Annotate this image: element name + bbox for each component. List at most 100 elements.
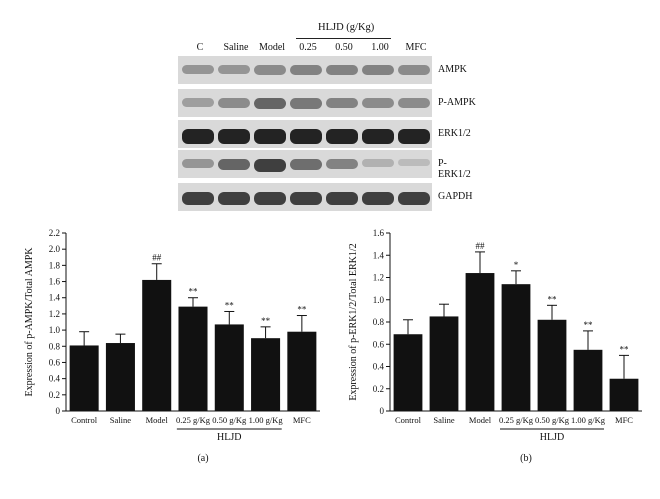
blot-band — [362, 192, 394, 206]
group-label: HLJD — [540, 432, 564, 443]
y-axis-label: Expression of p-AMPK/Total AMPK — [24, 247, 35, 397]
blot-band — [218, 192, 250, 206]
y-tick-label: 0 — [56, 406, 61, 416]
blot-band — [326, 159, 358, 170]
y-tick-label: 1.2 — [373, 273, 384, 283]
blot-row-name: ERK1/2 — [438, 128, 471, 139]
blot-band — [290, 65, 322, 76]
blot-band — [398, 192, 430, 206]
blot-band — [290, 98, 322, 109]
lane-label: 0.50 — [335, 42, 353, 53]
blot-band — [290, 159, 322, 170]
y-tick-label: 1.4 — [373, 250, 385, 260]
blot-band — [218, 98, 250, 108]
x-tick-label: 1.00 g/Kg — [249, 415, 284, 425]
bar — [429, 316, 459, 411]
y-tick-label: 0 — [380, 406, 385, 416]
blot-row — [178, 150, 432, 178]
x-tick-label: 1.00 g/Kg — [571, 415, 606, 425]
blot-row — [178, 89, 432, 117]
bar — [609, 378, 639, 411]
blot-band — [182, 192, 214, 206]
significance-marker: * — [514, 260, 519, 270]
blot-group-label: HLJD (g/Kg) — [318, 22, 375, 33]
significance-marker: ** — [620, 344, 630, 354]
significance-marker: ## — [476, 241, 486, 251]
panel-label: (b) — [520, 453, 532, 464]
x-tick-label: 0.25 g/Kg — [499, 415, 534, 425]
blot-band — [182, 98, 214, 107]
blot-band — [218, 159, 250, 171]
lane-label: C — [196, 42, 204, 53]
x-tick-label: 0.25 g/Kg — [176, 415, 211, 425]
blot-band — [362, 98, 394, 108]
y-tick-label: 0.8 — [373, 317, 385, 327]
bar — [393, 334, 423, 411]
x-tick-label: Saline — [110, 415, 131, 425]
lane-label: Model — [258, 42, 286, 53]
blot-band — [254, 98, 286, 110]
lane-label: MFC — [405, 42, 427, 53]
significance-marker: ** — [225, 300, 235, 310]
bar — [105, 343, 135, 411]
x-tick-label: Control — [395, 415, 422, 425]
bar — [251, 338, 281, 411]
blot-band — [398, 98, 430, 108]
bar — [501, 284, 531, 411]
y-tick-label: 0.6 — [373, 339, 385, 349]
y-tick-label: 1.8 — [49, 260, 61, 270]
blot-band — [398, 159, 430, 167]
group-label: HLJD — [217, 432, 241, 443]
bar — [142, 279, 172, 411]
blot-band — [326, 98, 358, 109]
blot-band — [254, 65, 286, 75]
blot-band — [182, 65, 214, 75]
blot-band — [398, 65, 430, 75]
y-tick-label: 0.4 — [49, 374, 61, 384]
western-blot-panel: C Saline Model 0.25 0.50 1.00 MFC HLJD (g/Kg) … — [178, 0, 478, 211]
blot-band — [362, 65, 394, 76]
blot-band — [326, 65, 358, 76]
blot-band — [326, 192, 358, 206]
y-tick-label: 1.0 — [373, 295, 385, 305]
y-tick-label: 1.6 — [49, 277, 61, 287]
blot-row — [178, 56, 432, 84]
x-tick-label: Model — [469, 415, 492, 425]
y-tick-label: 1.0 — [49, 325, 61, 335]
bar — [573, 349, 603, 411]
blot-band — [362, 159, 394, 167]
y-tick-label: 0.2 — [49, 390, 60, 400]
blot-band — [254, 129, 286, 144]
x-tick-label: MFC — [293, 415, 311, 425]
x-tick-label: 0.50 g/Kg — [212, 415, 247, 425]
bar — [287, 331, 317, 411]
bar — [178, 306, 208, 411]
blot-band — [218, 129, 250, 144]
significance-marker: ** — [261, 316, 271, 326]
lane-label: Saline — [223, 42, 249, 53]
lane-label: 1.00 — [371, 42, 389, 53]
x-tick-label: Model — [146, 415, 169, 425]
y-tick-label: 1.6 — [373, 228, 385, 238]
lane-label: 0.25 — [299, 42, 317, 53]
y-tick-label: 1.2 — [49, 309, 60, 319]
y-tick-label: 2.0 — [49, 244, 61, 254]
blot-band — [326, 129, 358, 144]
bar — [214, 324, 244, 411]
blot-row-name: AMPK — [438, 64, 467, 75]
chart-b: 0 0.2 0.4 0.6 0.8 1.0 1.2 1.4 1.6 Expression of p… — [348, 228, 642, 464]
x-tick-label: Saline — [433, 415, 454, 425]
significance-marker: ** — [548, 294, 558, 304]
blot-band — [290, 129, 322, 144]
y-tick-label: 1.4 — [49, 293, 61, 303]
chart-a: 0 0.2 0.4 0.6 0.8 1.0 1.2 1.4 1.6 1.8 2.0 2.2 Expres… — [24, 228, 320, 464]
blot-row — [178, 183, 432, 211]
blot-row-name: P-ERK1/2 — [438, 158, 471, 180]
blot-band — [362, 129, 394, 144]
y-tick-label: 0.4 — [373, 362, 385, 372]
x-tick-label: 0.50 g/Kg — [535, 415, 570, 425]
y-tick-label: 0.6 — [49, 357, 61, 367]
bar — [537, 319, 567, 411]
blot-band — [182, 129, 214, 144]
significance-marker: ** — [297, 305, 307, 315]
